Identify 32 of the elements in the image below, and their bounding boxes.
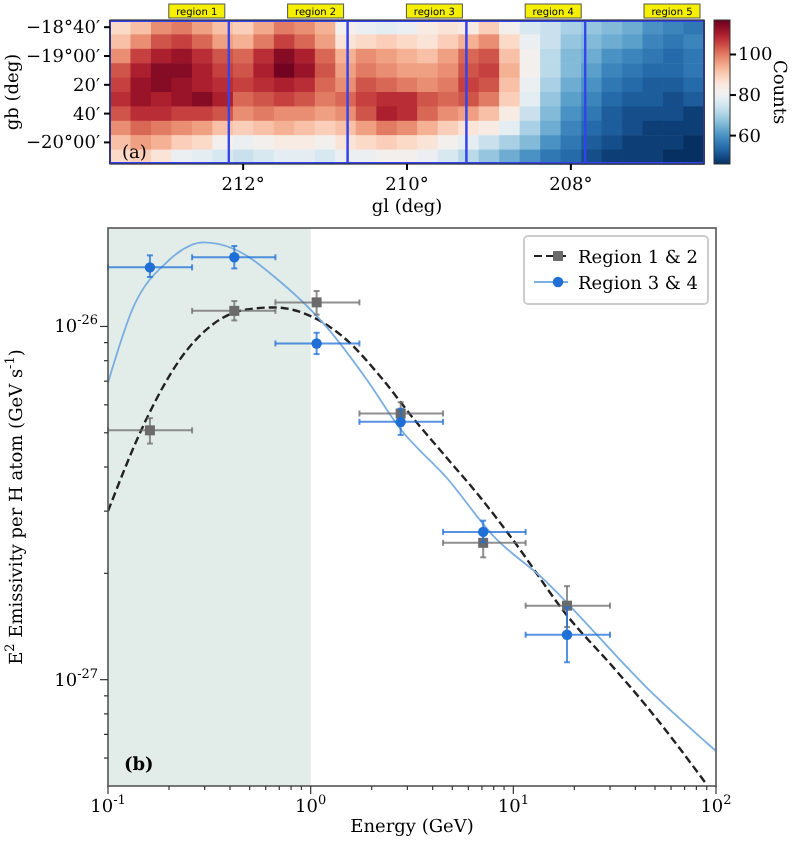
y-tick-label: 20′: [73, 76, 100, 97]
color-bar-title: Counts: [768, 59, 788, 125]
x-tick-label: 10$^{-1}$: [90, 792, 126, 818]
point: [144, 425, 155, 436]
x-axis-title: gl (deg): [371, 198, 443, 218]
x-tick-label: 212°: [221, 176, 265, 196]
point: [311, 338, 322, 349]
point: [229, 252, 240, 263]
x-tick-label: 208°: [549, 176, 593, 196]
y-tick-label: 40′: [73, 105, 100, 126]
x-tick-label: 10$^{2}$: [700, 792, 732, 818]
y-tick-label: 10$^{-26}$: [54, 312, 98, 339]
x-tick-label: 10$^{0}$: [295, 792, 327, 818]
y-tick-label: −19°00′: [26, 48, 100, 68]
point: [144, 262, 156, 273]
x-tick-label: 210°: [385, 176, 429, 196]
x-tick-label: 10$^{1}$: [497, 792, 529, 818]
color-bar-label: 100: [738, 46, 773, 67]
point: [311, 297, 322, 308]
color-bar-label: 80: [738, 87, 762, 108]
y-tick-label: 10$^{-27}$: [54, 665, 98, 692]
color-bar-label: 60: [738, 127, 762, 148]
point: [229, 305, 240, 316]
legend-label: Region 3 & 4: [578, 275, 699, 295]
annotation: (b): [124, 756, 154, 776]
point: [477, 526, 489, 538]
x-axis-title: Energy (GeV): [350, 818, 474, 838]
y-tick-label: −18°40′: [26, 19, 100, 40]
annotation: (a): [122, 144, 147, 164]
y-tick-label: −20°00′: [26, 134, 100, 155]
legend-label: Region 1 & 2: [578, 249, 699, 269]
y-axis-title: gb (deg): [4, 53, 24, 131]
